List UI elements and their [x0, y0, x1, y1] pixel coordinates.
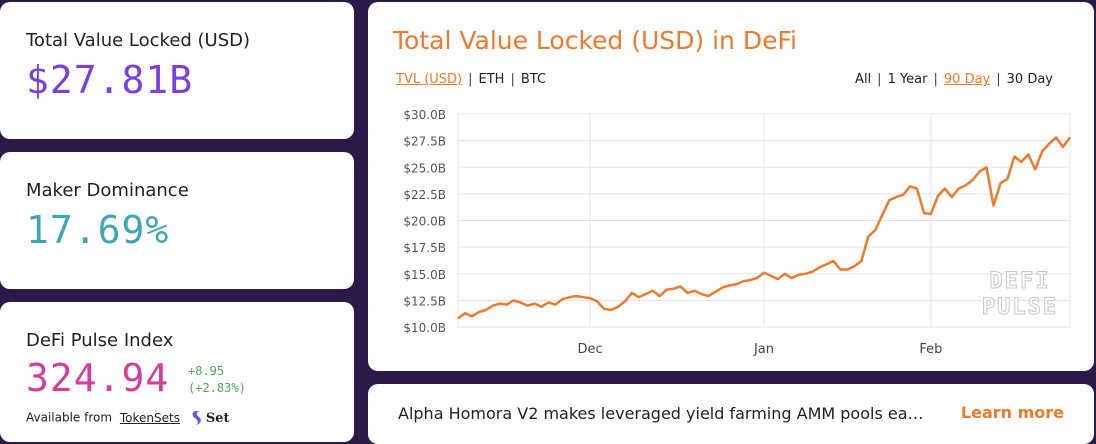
- separator: |: [877, 72, 882, 87]
- range-all[interactable]: All: [855, 72, 872, 87]
- chart-title: Total Value Locked (USD) in DeFi: [393, 26, 797, 55]
- y-tick-label: $30.0B: [403, 108, 446, 122]
- index-value: 324.94: [26, 356, 170, 400]
- y-tick-label: $22.5B: [403, 188, 446, 202]
- separator: |: [468, 72, 473, 87]
- set-logo-text: Set: [205, 410, 230, 426]
- available-from-text: Available from: [26, 410, 113, 425]
- defi-pulse-index-card: DeFi Pulse Index 324.94 +8.95 (+2.83%) A…: [0, 302, 354, 442]
- availability: Available from TokenSets Set: [26, 410, 230, 426]
- tab-btc[interactable]: BTC: [520, 72, 547, 87]
- y-tick-label: $20.0B: [403, 215, 446, 229]
- learn-more-link[interactable]: Learn more: [960, 403, 1064, 422]
- y-tick-label: $17.5B: [403, 241, 446, 255]
- defi-pulse-watermark: PULSE: [982, 295, 1058, 320]
- set-logo-icon: [192, 411, 201, 425]
- tvl-value: $27.81B: [26, 58, 194, 102]
- range-30-day[interactable]: 30 Day: [1006, 72, 1053, 87]
- maker-dominance-value: 17.69%: [26, 208, 170, 252]
- separator: |: [510, 72, 515, 87]
- currency-selector: TVL (USD) | ETH | BTC: [396, 72, 546, 87]
- range-90-day[interactable]: 90 Day: [943, 72, 991, 87]
- y-tick-label: $27.5B: [403, 135, 446, 149]
- index-change-pct: (+2.83%): [188, 381, 246, 395]
- tab-eth[interactable]: ETH: [478, 72, 505, 87]
- range-selector: All | 1 Year | 90 Day | 30 Day: [855, 72, 1053, 87]
- tab-tvl-usd[interactable]: TVL (USD): [396, 72, 463, 87]
- x-tick-label: Jan: [753, 342, 774, 357]
- tvl-series-line: [457, 136, 1072, 320]
- tvl-label: Total Value Locked (USD): [26, 30, 251, 51]
- defi-pulse-watermark: DEFI: [990, 269, 1051, 294]
- separator: |: [933, 72, 938, 87]
- y-tick-label: $25.0B: [403, 161, 446, 175]
- index-label: DeFi Pulse Index: [26, 330, 174, 351]
- y-tick-label: $10.0B: [403, 321, 446, 335]
- tvl-chart-card: Total Value Locked (USD) in DeFi TVL (US…: [368, 2, 1094, 371]
- maker-dominance-card: Maker Dominance 17.69%: [0, 152, 354, 289]
- y-tick-label: $15.0B: [403, 268, 446, 282]
- tvl-card: Total Value Locked (USD) $27.81B: [0, 2, 354, 139]
- maker-dominance-label: Maker Dominance: [26, 180, 189, 201]
- range-1-year[interactable]: 1 Year: [887, 72, 928, 87]
- y-tick-label: $12.5B: [403, 294, 446, 308]
- index-change-abs: +8.95: [188, 364, 225, 378]
- separator: |: [996, 72, 1001, 87]
- tokensets-link[interactable]: TokenSets: [119, 410, 180, 425]
- tvl-line-chart: $10.0B $12.5B $15.0B $17.5B $20.0B $22.5B $25.…: [403, 108, 1072, 357]
- news-card: Alpha Homora V2 makes leveraged yield fa…: [368, 384, 1094, 444]
- x-tick-label: Feb: [919, 342, 942, 357]
- x-tick-label: Dec: [578, 342, 603, 357]
- news-headline[interactable]: Alpha Homora V2 makes leveraged yield fa…: [398, 404, 924, 423]
